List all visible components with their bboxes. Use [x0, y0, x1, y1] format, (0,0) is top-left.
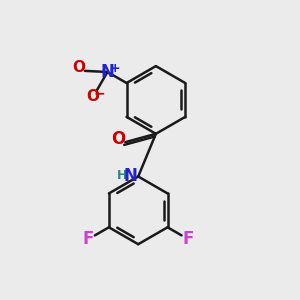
Text: O: O — [87, 89, 100, 104]
Text: F: F — [83, 230, 94, 248]
Text: −: − — [94, 87, 105, 101]
Text: O: O — [72, 60, 85, 75]
Text: +: + — [110, 62, 120, 75]
Text: N: N — [100, 63, 114, 81]
Text: F: F — [182, 230, 194, 248]
Text: H: H — [117, 169, 127, 182]
Text: O: O — [111, 130, 125, 148]
Text: N: N — [123, 167, 137, 184]
